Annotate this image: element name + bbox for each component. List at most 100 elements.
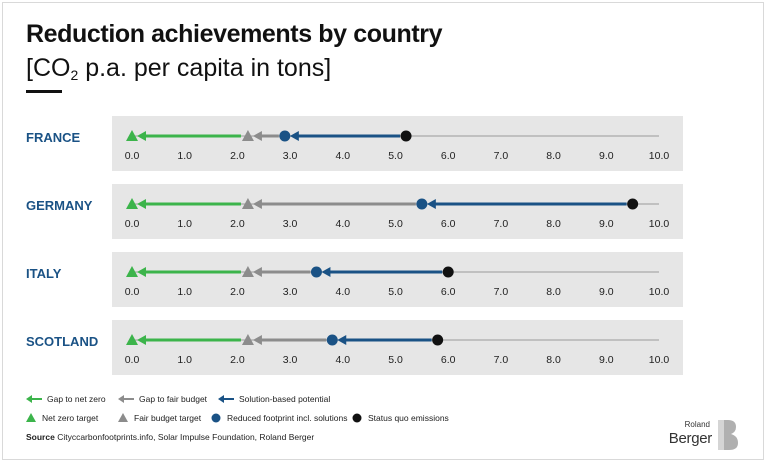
status-quo-marker: [432, 334, 444, 346]
tick-label: 3.0: [283, 286, 298, 298]
solution-arrow-arrowhead: [321, 267, 331, 277]
status-quo-marker: [627, 198, 639, 210]
tick-label: 1.0: [177, 218, 192, 230]
title-rule: [26, 90, 62, 93]
legend-fair-budget-triangle-icon: [118, 413, 128, 422]
tick-label: 6.0: [441, 354, 456, 366]
chart-subtitle: [CO2 p.a. per capita in tons]: [26, 54, 331, 83]
tick-label: 7.0: [494, 150, 509, 162]
row-panel-france: [112, 116, 683, 171]
subtitle-prefix: [CO: [26, 54, 71, 82]
tick-label: 8.0: [546, 354, 561, 366]
legend-arrow-icon: [118, 395, 124, 403]
legend-solution-dot-icon: [211, 413, 221, 423]
status-quo-marker: [400, 130, 412, 142]
tick-label: 0.0: [125, 286, 140, 298]
fair-budget-marker: [241, 130, 254, 141]
tick-label: 7.0: [494, 354, 509, 366]
tick-label: 9.0: [599, 286, 614, 298]
tick-label: 8.0: [546, 286, 561, 298]
solution-arrow-arrowhead: [337, 335, 347, 345]
legend-arrow-icon: [26, 395, 32, 403]
net-zero-gap-arrow-arrowhead: [137, 335, 146, 345]
legend-arrow-icon: [218, 395, 224, 403]
tick-label: 9.0: [599, 354, 614, 366]
tick-label: 5.0: [388, 150, 403, 162]
net-zero-gap-arrow-arrowhead: [137, 199, 146, 209]
tick-label: 4.0: [335, 218, 350, 230]
tick-label: 9.0: [599, 150, 614, 162]
solution-marker: [326, 334, 338, 346]
subtitle-suffix: p.a. per capita in tons]: [78, 54, 332, 82]
net-zero-marker: [126, 130, 138, 141]
tick-label: 6.0: [441, 150, 456, 162]
fair-budget-marker: [241, 198, 254, 209]
legend-arrow-label: Gap to fair budget: [139, 394, 208, 404]
tick-label: 2.0: [230, 218, 245, 230]
country-label: ITALY: [26, 266, 62, 281]
net-zero-gap-arrow-arrowhead: [137, 131, 146, 141]
tick-label: 0.0: [125, 218, 140, 230]
logo-b-mark-icon: [718, 420, 738, 450]
legend-marker-label: Fair budget target: [134, 413, 202, 423]
tick-label: 7.0: [494, 218, 509, 230]
fair-budget-gap-arrow-arrowhead: [252, 267, 262, 277]
tick-label: 10.0: [649, 150, 670, 162]
tick-label: 1.0: [177, 286, 192, 298]
tick-label: 2.0: [230, 354, 245, 366]
country-label: SCOTLAND: [26, 334, 98, 349]
solution-marker: [416, 198, 428, 210]
tick-label: 3.0: [283, 150, 298, 162]
tick-label: 0.0: [125, 150, 140, 162]
source-text: Cityccarbonfootprints.info, Solar Impuls…: [54, 432, 315, 442]
chart-title: Reduction achievements by country: [26, 20, 443, 48]
tick-label: 0.0: [125, 354, 140, 366]
net-zero-marker: [126, 198, 138, 209]
legend-net-zero-triangle-icon: [26, 413, 36, 422]
source-label: Source: [26, 432, 55, 442]
row-panel-germany: [112, 184, 683, 239]
row-panel-italy: [112, 252, 683, 307]
figure-frame: [2, 2, 764, 460]
tick-label: 2.0: [230, 286, 245, 298]
tick-label: 10.0: [649, 286, 670, 298]
tick-label: 1.0: [177, 354, 192, 366]
tick-label: 6.0: [441, 218, 456, 230]
status-quo-marker: [442, 266, 454, 278]
row-panel-scotland: [112, 320, 683, 375]
net-zero-marker: [126, 266, 138, 277]
tick-label: 10.0: [649, 354, 670, 366]
tick-label: 6.0: [441, 286, 456, 298]
solution-marker: [310, 266, 322, 278]
tick-label: 4.0: [335, 286, 350, 298]
legend-marker-label: Status quo emissions: [368, 413, 449, 423]
legend-arrow-label: Gap to net zero: [47, 394, 106, 404]
legend-marker-label: Reduced footprint incl. solutions: [227, 413, 348, 423]
fair-budget-marker: [241, 266, 254, 277]
tick-label: 10.0: [649, 218, 670, 230]
tick-label: 5.0: [388, 218, 403, 230]
tick-label: 5.0: [388, 354, 403, 366]
tick-label: 9.0: [599, 218, 614, 230]
fair-budget-gap-arrow-arrowhead: [252, 199, 262, 209]
tick-label: 8.0: [546, 218, 561, 230]
country-label: GERMANY: [26, 198, 93, 213]
legend-status-quo-dot-icon: [352, 413, 362, 423]
fair-budget-gap-arrow-arrowhead: [252, 131, 262, 141]
tick-label: 3.0: [283, 218, 298, 230]
tick-label: 4.0: [335, 150, 350, 162]
fair-budget-gap-arrow-arrowhead: [252, 335, 262, 345]
solution-arrow-arrowhead: [289, 131, 299, 141]
subtitle-subscript: 2: [70, 67, 79, 83]
tick-label: 1.0: [177, 150, 192, 162]
logo-roland-text: Roland: [684, 420, 710, 429]
tick-label: 4.0: [335, 354, 350, 366]
logo-berger-text: Berger: [668, 430, 713, 447]
tick-label: 7.0: [494, 286, 509, 298]
source-note: Source Cityccarbonfootprints.info, Solar…: [26, 432, 314, 442]
net-zero-marker: [126, 334, 138, 345]
net-zero-gap-arrow-arrowhead: [137, 267, 146, 277]
fair-budget-marker: [241, 334, 254, 345]
tick-label: 5.0: [388, 286, 403, 298]
